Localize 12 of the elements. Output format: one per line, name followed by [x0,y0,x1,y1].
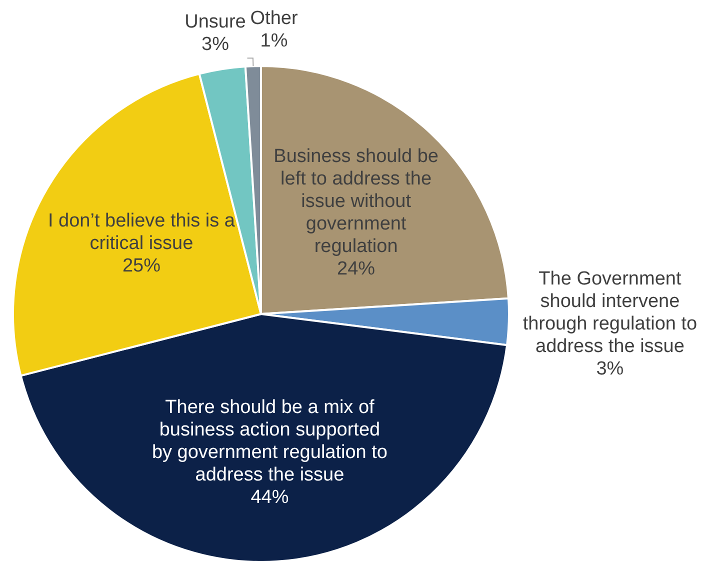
data-label: 25% [122,255,161,276]
slice-label: Other [250,8,298,30]
slice-label: The Government should intervene through regulation to address the issue [522,268,698,358]
data-label: 3% [596,358,624,380]
data-label: 3% [201,34,230,55]
data-label: 24% [337,258,376,280]
data-label: 44% [250,487,289,508]
slice-label: I don’t believe this is a critical issue [48,210,236,254]
slice-label: Business should be left to address the issue without government regulation [274,146,438,258]
slice-label: Unsure [184,11,246,32]
slice-label: There should be a mix of business action supported by government regulation to address the issue [152,397,388,486]
data-label: 1% [260,30,288,52]
